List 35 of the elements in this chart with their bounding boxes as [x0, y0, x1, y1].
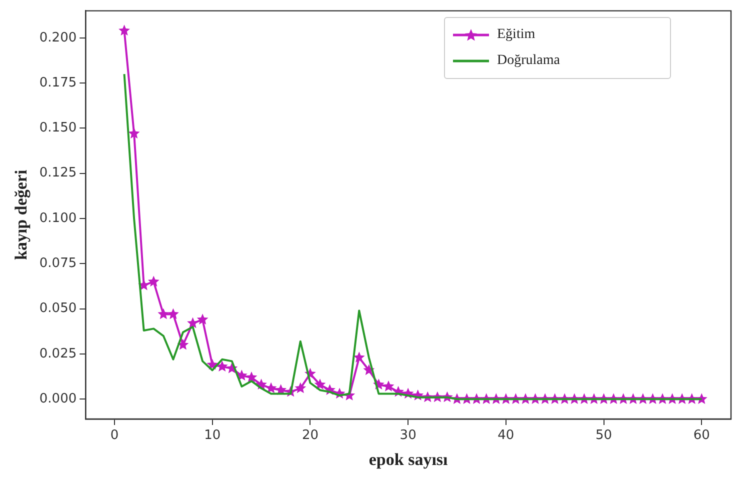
point	[148, 276, 160, 287]
x-tick-label: 20	[302, 428, 318, 444]
y-tick-label: 0.025	[39, 346, 77, 362]
legend-label: Eğitim	[497, 26, 536, 43]
point	[128, 128, 140, 138]
point	[118, 24, 130, 36]
y-tick-label: 0.150	[39, 120, 77, 136]
point	[167, 308, 179, 320]
point	[314, 378, 326, 390]
y-tick-label: 0.075	[39, 256, 77, 272]
y-tick-label: 0.050	[39, 301, 77, 316]
x-tick-label: 0	[110, 428, 119, 444]
x-axis-title: epok sayısı	[368, 450, 448, 470]
point	[382, 380, 394, 392]
point	[177, 338, 189, 350]
y-tick-label: 0.200	[39, 30, 77, 46]
point	[246, 371, 258, 382]
point	[294, 382, 306, 394]
x-tick-label: 40	[498, 428, 514, 444]
y-tick-label: 0.000	[39, 392, 77, 407]
x-tick-label: 10	[204, 428, 221, 444]
x-tick-label: 50	[596, 428, 612, 444]
y-tick-label: 0.100	[39, 210, 77, 226]
y-tick-label: 0.125	[39, 166, 77, 181]
point	[196, 314, 208, 325]
point	[158, 308, 170, 320]
y-tick-label: 0.175	[39, 75, 77, 90]
point	[187, 317, 198, 328]
point	[363, 364, 375, 376]
x-tick-label: 60	[693, 428, 710, 444]
y-axis-title: kayıp değeri	[12, 170, 31, 260]
point	[265, 382, 277, 394]
point	[353, 352, 365, 362]
x-tick-label: 30	[400, 428, 416, 444]
legend-label: Doğrulama	[497, 52, 560, 69]
